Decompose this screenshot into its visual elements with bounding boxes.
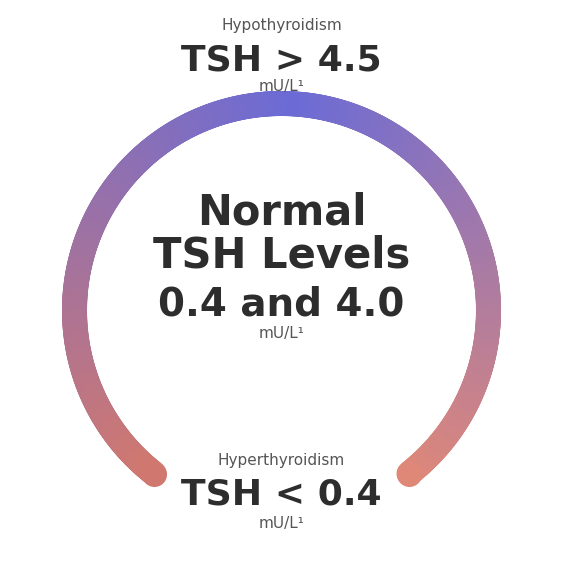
Text: 0.4 and 4.0: 0.4 and 4.0 [158, 286, 405, 324]
Text: Normal: Normal [196, 191, 367, 234]
Text: TSH > 4.5: TSH > 4.5 [181, 43, 382, 78]
Text: mU/L¹: mU/L¹ [258, 516, 305, 531]
Text: TSH < 0.4: TSH < 0.4 [181, 477, 382, 512]
Text: Hyperthyroidism: Hyperthyroidism [218, 453, 345, 467]
Text: mU/L¹: mU/L¹ [258, 326, 305, 341]
Text: mU/L¹: mU/L¹ [258, 79, 305, 94]
Text: TSH Levels: TSH Levels [153, 235, 410, 277]
Text: Hypothyroidism: Hypothyroidism [221, 18, 342, 33]
